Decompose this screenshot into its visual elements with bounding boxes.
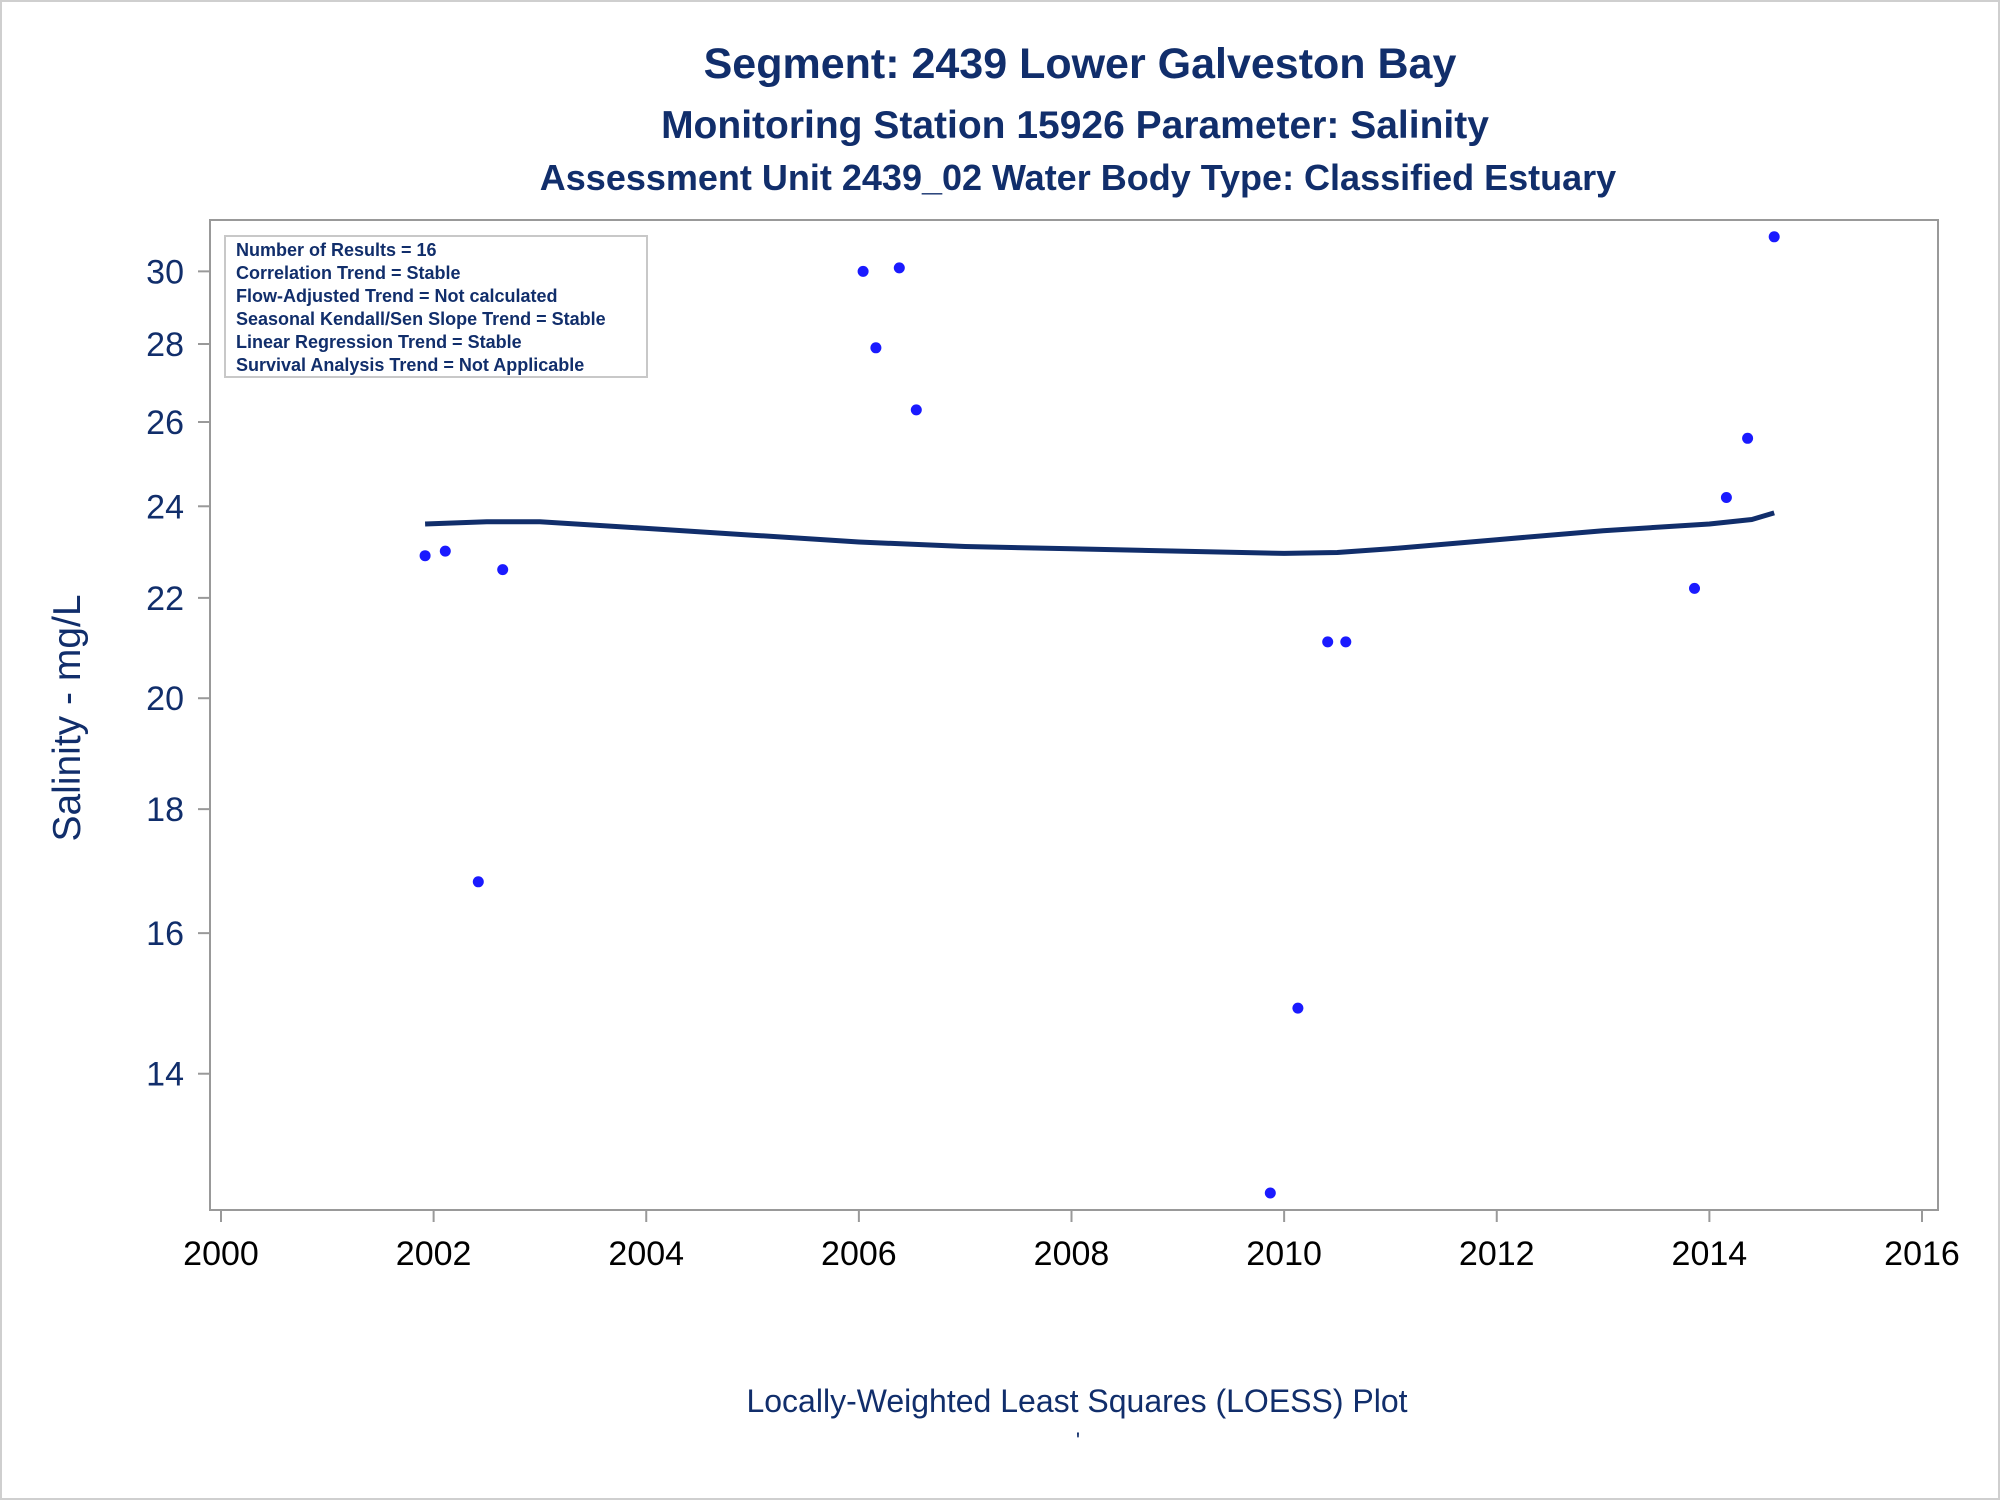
data-point — [1322, 636, 1334, 648]
chart-title: Segment: 2439 Lower Galveston Bay — [704, 40, 1457, 88]
y-tick-label: 16 — [146, 915, 184, 953]
stats-line-seasonal-kendall: Seasonal Kendall/Sen Slope Trend = Stabl… — [236, 309, 606, 329]
y-tick-label: 22 — [146, 580, 184, 618]
chart-subtitle-station: Monitoring Station 15926 Parameter: Sali… — [661, 104, 1489, 147]
y-tick-label: 30 — [146, 253, 184, 291]
data-point — [870, 342, 882, 354]
data-point — [439, 545, 451, 557]
data-point — [472, 876, 484, 888]
y-axis: 14 16 18 20 22 24 26 28 30 — [146, 253, 210, 1094]
y-tick-label: 20 — [146, 680, 184, 718]
data-point — [1292, 1002, 1304, 1014]
x-tick-label: 2010 — [1246, 1235, 1322, 1273]
stats-box: Number of Results = 16 Correlation Trend… — [224, 235, 648, 378]
footer-tick-mark: ' — [1076, 1428, 1080, 1453]
y-tick-label: 28 — [146, 326, 184, 364]
loess-layer — [425, 510, 1775, 556]
x-tick-label: 2014 — [1672, 1235, 1748, 1273]
data-point — [1720, 492, 1732, 503]
x-tick-label: 2002 — [396, 1235, 472, 1273]
x-tick-label: 2000 — [183, 1235, 259, 1273]
stats-line-survival: Survival Analysis Trend = Not Applicable — [236, 355, 584, 375]
plot-caption: Locally-Weighted Least Squares (LOESS) P… — [746, 1383, 1407, 1419]
data-point — [419, 550, 431, 562]
data-point — [1340, 636, 1352, 648]
data-point — [1689, 582, 1700, 594]
data-point — [857, 265, 869, 277]
y-tick-label: 18 — [146, 791, 184, 829]
points-layer — [419, 231, 1780, 1199]
data-point — [1768, 231, 1780, 243]
data-point — [497, 564, 509, 576]
chart-subtitle-assessment: Assessment Unit 2439_02 Water Body Type:… — [540, 157, 1616, 198]
x-tick-label: 2012 — [1459, 1235, 1535, 1273]
y-tick-label: 14 — [146, 1056, 184, 1094]
y-axis-label: Salinity - mg/L — [46, 594, 89, 841]
y-tick-label: 26 — [146, 404, 184, 442]
loess-line — [425, 510, 1775, 556]
x-tick-label: 2004 — [608, 1235, 684, 1273]
plot-area — [209, 219, 1939, 1211]
x-tick-label: 2006 — [821, 1235, 897, 1273]
data-point — [1742, 432, 1754, 444]
x-tick-label: 2008 — [1034, 1235, 1110, 1273]
stats-line-linear-regression: Linear Regression Trend = Stable — [236, 332, 522, 352]
y-tick-label: 24 — [146, 488, 184, 526]
stats-line-results: Number of Results = 16 — [236, 240, 437, 260]
data-point — [910, 404, 922, 416]
x-axis: 2000 2002 2004 2006 2008 2010 2012 2014 2016 — [183, 1210, 1960, 1273]
stats-line-flow-adjusted: Flow-Adjusted Trend = Not calculated — [236, 286, 558, 306]
stats-box-border — [224, 235, 648, 378]
stats-line-correlation: Correlation Trend = Stable — [236, 263, 461, 283]
data-point — [893, 262, 905, 274]
x-tick-label: 2016 — [1884, 1235, 1960, 1273]
data-point — [1264, 1187, 1276, 1199]
